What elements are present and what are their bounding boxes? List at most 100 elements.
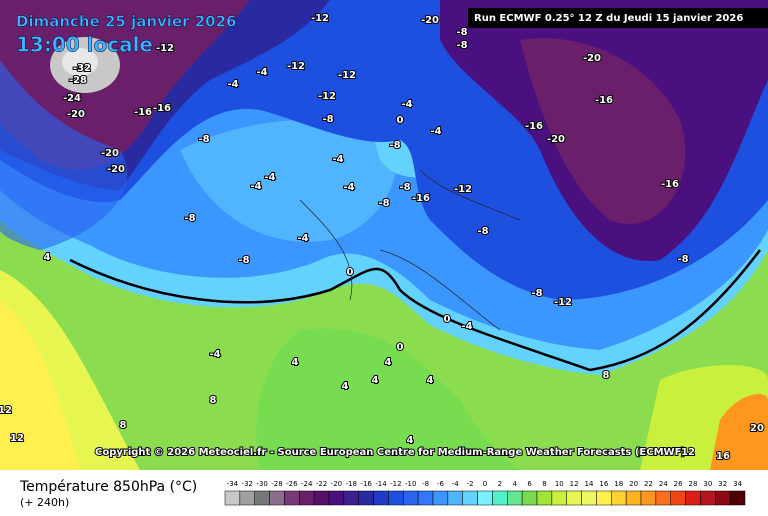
colorbar-tick-label: 4 [512, 480, 517, 488]
colorbar-cell [328, 490, 345, 506]
contour-label: -4 [297, 233, 308, 244]
colorbar-tick-label: -8 [422, 480, 429, 488]
colorbar-cell [462, 490, 478, 506]
contour-label: -20 [107, 164, 125, 175]
colorbar-cell [403, 490, 419, 506]
contour-label: 0 [397, 115, 404, 126]
colorbar-tick-label: 30 [703, 480, 712, 488]
contour-label: -4 [461, 321, 472, 332]
colorbar-tick-label: -6 [437, 480, 445, 488]
contour-label: -8 [238, 255, 249, 266]
colorbar-tick-label: -4 [452, 480, 460, 488]
colorbar-tick-label: 14 [585, 480, 594, 488]
contour-label: -16 [153, 103, 171, 114]
colorbar-cell [655, 490, 671, 506]
colorbar-cell [685, 490, 701, 506]
colorbar-tick-label: 6 [527, 480, 532, 488]
contour-label: -16 [661, 179, 679, 190]
colorbar-tick-label: -30 [256, 480, 267, 488]
legend-title: Température 850hPa (°C) [19, 479, 197, 495]
colorbar-cell [313, 490, 330, 506]
colorbar-tick-label: -2 [467, 480, 474, 488]
forecast-time: 13:00 locale [16, 33, 153, 57]
contour-label: -16 [525, 121, 543, 132]
colorbar-cell [239, 490, 255, 506]
contour-label: 0 [347, 267, 354, 278]
contour-label: -12 [454, 184, 472, 195]
contour-label: -8 [531, 288, 542, 299]
contour-label: -8 [477, 226, 488, 237]
contour-label: 12 [0, 405, 12, 416]
colorbar-cell [611, 490, 627, 506]
contour-label: 12 [681, 447, 695, 458]
run-box [468, 8, 768, 28]
colorbar-cell [670, 490, 686, 506]
contour-label: 12 [10, 433, 24, 444]
copyright: Copyright © 2026 Meteociel.fr - Source E… [95, 447, 686, 458]
colorbar-cell [417, 490, 434, 506]
contour-label: -8 [184, 213, 195, 224]
contour-label: -12 [554, 297, 572, 308]
contour-label: -4 [343, 182, 354, 193]
contour-label: 4 [372, 375, 379, 386]
contour-label: -8 [198, 134, 209, 145]
contour-label: 0 [444, 314, 451, 325]
contour-label: -4 [430, 126, 441, 137]
colorbar-tick-label: -14 [375, 480, 387, 488]
contour-label: 4 [292, 357, 299, 368]
contour-label: -32 [73, 63, 91, 74]
contour-label: -8 [322, 114, 333, 125]
contour-label: -12 [156, 43, 174, 54]
colorbar-tick-label: -18 [346, 480, 357, 488]
colorbar-tick-label: 2 [498, 480, 502, 488]
colorbar-cell [596, 490, 612, 506]
legend-lead: (+ 240h) [20, 496, 69, 509]
colorbar-cell [625, 490, 642, 506]
colorbar-cell [492, 490, 508, 506]
contour-label: -8 [389, 140, 400, 151]
colorbar-tick-label: 10 [555, 480, 564, 488]
contour-label: -8 [456, 40, 467, 51]
colorbar-cell [566, 490, 582, 506]
colorbar-cell [477, 490, 493, 506]
colorbar-tick-label: -24 [301, 480, 313, 488]
contour-label: -4 [209, 349, 220, 360]
contour-label: -12 [338, 70, 356, 81]
contour-label: -4 [332, 154, 343, 165]
colorbar-tick-label: 24 [659, 480, 668, 488]
colorbar-cell [343, 490, 359, 506]
contour-label: -20 [547, 134, 565, 145]
colorbar-cell [551, 490, 567, 506]
contour-label: -4 [227, 79, 238, 90]
colorbar-tick-label: -32 [242, 480, 253, 488]
colorbar-tick-label: 34 [733, 480, 742, 488]
colorbar-tick-label: -28 [271, 480, 282, 488]
colorbar-tick-label: -26 [286, 480, 298, 488]
contour-label: -8 [456, 27, 467, 38]
colorbar-cell [358, 490, 374, 506]
contour-label: 8 [120, 420, 127, 431]
colorbar-tick-label: -34 [227, 480, 239, 488]
colorbar-tick-label: 16 [599, 480, 608, 488]
colorbar-tick-label: 12 [570, 480, 579, 488]
contour-label: -12 [318, 91, 336, 102]
colorbar-tick-label: -12 [390, 480, 401, 488]
colorbar-cell [224, 490, 241, 506]
contour-label: 20 [750, 423, 764, 434]
colorbar-tick-label: 20 [629, 480, 638, 488]
contour-label: 4 [407, 435, 414, 446]
colorbar-cell [432, 490, 449, 506]
colorbar-tick-label: -16 [360, 480, 372, 488]
contour-labels: -20-8-8-12-12-32-28-24-20 -16 -16-20-20-12… [0, 12, 765, 463]
colorbar-tick-label: -20 [331, 480, 342, 488]
contour-label: 8 [210, 395, 217, 406]
contour-label: -4 [264, 172, 275, 183]
colorbar-cell [284, 490, 300, 506]
contour-label: -4 [401, 99, 412, 110]
colorbar-cell [254, 490, 270, 506]
contour-label: 8 [603, 370, 610, 381]
contour-label: -20 [421, 15, 439, 26]
colorbar-cell [536, 490, 553, 506]
contour-label: -12 [287, 61, 305, 72]
